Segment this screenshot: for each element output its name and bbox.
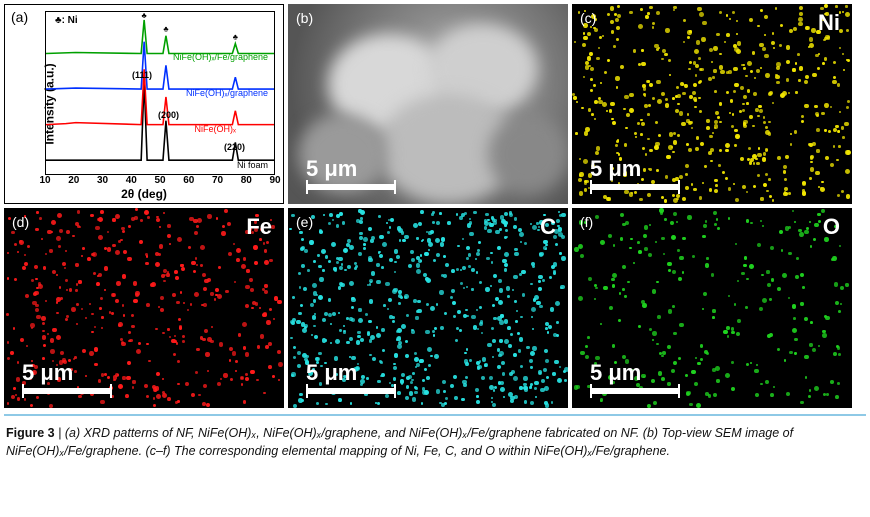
figure-3: (a) ♣: Ni Intensity (a.u.) ♣ ♣ xyxy=(0,0,870,460)
xrd-xlabel: 2θ (deg) xyxy=(5,187,283,201)
panel-a-label: (a) xyxy=(11,9,28,25)
element-o: O xyxy=(823,214,840,240)
scalebar-line xyxy=(22,388,112,394)
peak-200: (200) xyxy=(158,110,179,120)
scalebar-text: 5 μm xyxy=(590,156,680,182)
xtick: 60 xyxy=(183,175,194,186)
panel-grid: (a) ♣: Ni Intensity (a.u.) ♣ ♣ xyxy=(4,4,866,408)
scalebar-text: 5 μm xyxy=(306,156,396,182)
xrd-xticks: 10 20 30 40 50 60 70 80 90 xyxy=(45,175,275,185)
xtick: 90 xyxy=(269,175,280,186)
element-c: C xyxy=(540,214,556,240)
figure-caption: Figure 3 | (a) XRD patterns of NF, NiFe(… xyxy=(4,424,866,460)
panel-f-label: (f) xyxy=(580,214,593,230)
xtick: 40 xyxy=(126,175,137,186)
svg-text:♣: ♣ xyxy=(233,33,238,42)
peak-111: (111) xyxy=(132,70,152,80)
panel-d-fe-map: (d) Fe 5 μm xyxy=(4,208,284,408)
xtick: 10 xyxy=(39,175,50,186)
scalebar-text: 5 μm xyxy=(22,360,112,386)
xtick: 50 xyxy=(154,175,165,186)
scalebar-d: 5 μm xyxy=(22,360,112,394)
scalebar-c: 5 μm xyxy=(590,156,680,190)
panel-c-label: (c) xyxy=(580,10,596,26)
svg-text:♣: ♣ xyxy=(142,12,147,20)
scalebar-e: 5 μm xyxy=(306,360,396,394)
scalebar-text: 5 μm xyxy=(306,360,396,386)
xtick: 70 xyxy=(212,175,223,186)
trace-label-nifeoh: NiFe(OH)ₓ xyxy=(195,124,236,134)
xrd-plot-area: ♣ ♣ ♣ Ni foam NiFe(OH)ₓ NiFe(OH)ₓ/graphe… xyxy=(45,11,275,175)
figure-number: Figure 3 xyxy=(6,426,55,440)
panel-e-c-map: (e) C 5 μm xyxy=(288,208,568,408)
scalebar-b: 5 μm xyxy=(306,156,396,190)
xtick: 20 xyxy=(68,175,79,186)
caption-cf: (c–f) The corresponding elemental mappin… xyxy=(146,444,670,458)
panel-e-label: (e) xyxy=(296,214,313,230)
caption-sep: | xyxy=(58,426,65,440)
scalebar-f: 5 μm xyxy=(590,360,680,394)
scalebar-text: 5 μm xyxy=(590,360,680,386)
trace-label-nf: Ni foam xyxy=(237,160,268,170)
panel-a-xrd: (a) ♣: Ni Intensity (a.u.) ♣ ♣ xyxy=(4,4,284,204)
scalebar-line xyxy=(590,184,680,190)
scalebar-line xyxy=(306,388,396,394)
panel-c-ni-map: (c) Ni 5 μm xyxy=(572,4,852,204)
element-fe: Fe xyxy=(246,214,272,240)
panel-b-sem: (b) 5 μm xyxy=(288,4,568,204)
svg-text:♣: ♣ xyxy=(163,25,168,34)
peak-220: (220) xyxy=(224,142,245,152)
panel-d-label: (d) xyxy=(12,214,29,230)
scalebar-line xyxy=(590,388,680,394)
xtick: 30 xyxy=(97,175,108,186)
trace-label-nifeoh-g: NiFe(OH)ₓ/graphene xyxy=(186,88,268,98)
panel-f-o-map: (f) O 5 μm xyxy=(572,208,852,408)
element-ni: Ni xyxy=(818,10,840,36)
caption-a: (a) XRD patterns of NF, NiFe(OH)ₓ, NiFe(… xyxy=(65,426,639,440)
panel-b-label: (b) xyxy=(296,10,313,26)
scalebar-line xyxy=(306,184,396,190)
trace-label-nifeoh-fe-g: NiFe(OH)ₓ/Fe/graphene xyxy=(173,52,268,62)
xtick: 80 xyxy=(241,175,252,186)
caption-rule xyxy=(4,414,866,416)
